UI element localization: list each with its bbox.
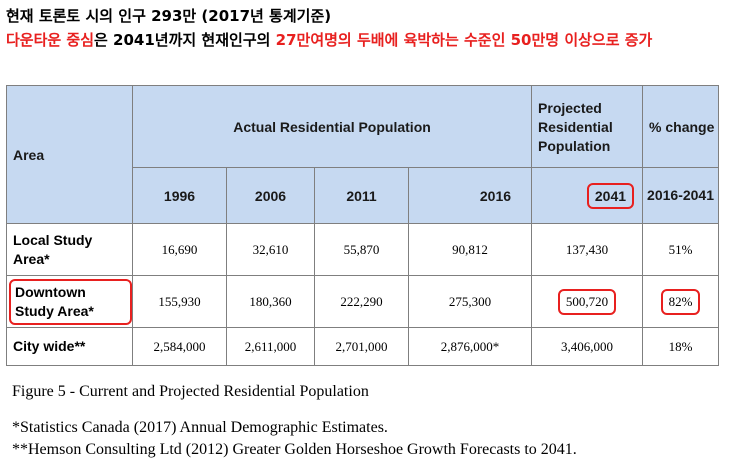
table-cell: 2,584,000 bbox=[132, 327, 227, 366]
area-header: Area bbox=[6, 85, 133, 224]
figure-caption: Figure 5 - Current and Projected Residen… bbox=[12, 383, 369, 400]
footnote-hemson-consulting: **Hemson Consulting Ltd (2012) Greater G… bbox=[12, 441, 577, 458]
row-label-downtown-study-area: Downtown Study Area* bbox=[6, 275, 133, 328]
table-cell-change-highlight: 82% bbox=[642, 275, 720, 328]
heading-highlight-downtown: 다운타운 중심 bbox=[6, 31, 95, 49]
change-period-header: 2016-2041 bbox=[642, 167, 720, 224]
table-row: Local Study Area* 16,690 32,610 55,870 9… bbox=[6, 223, 720, 276]
actual-population-header: Actual Residential Population bbox=[131, 85, 533, 168]
heading-korean-line1: 현재 토론토 시의 인구 293만 (2017년 통계기준) bbox=[6, 7, 332, 25]
population-table: Area Actual Residential Population Proje… bbox=[6, 85, 720, 366]
projected-year-highlight: 2041 bbox=[586, 182, 635, 209]
year-header-2006: 2006 bbox=[226, 167, 315, 224]
table-cell: 51% bbox=[642, 223, 720, 276]
downtown-projected-highlight: 500,720 bbox=[557, 288, 617, 315]
heading-text-middle: 은 2041년까지 현재인구의 bbox=[94, 31, 276, 49]
table-cell: 18% bbox=[642, 327, 720, 366]
row-label-city-wide: City wide** bbox=[6, 327, 133, 366]
table-cell: 155,930 bbox=[132, 275, 227, 328]
downtown-label-highlight: Downtown Study Area* bbox=[9, 278, 132, 325]
heading-highlight-growth: 27만여명의 두배에 육박하는 수준인 50만명 이상으로 증가 bbox=[275, 31, 653, 49]
percent-change-header: % change bbox=[642, 85, 720, 168]
table-cell: 3,406,000 bbox=[531, 327, 644, 366]
table-cell: 2,876,000* bbox=[407, 327, 533, 366]
projected-population-header: Projected Residential Population bbox=[531, 85, 644, 168]
table-cell: 55,870 bbox=[314, 223, 409, 276]
heading-korean-line2: 다운타운 중심은 2041년까지 현재인구의 27만여명의 두배에 육박하는 수… bbox=[6, 30, 652, 50]
table-cell: 16,690 bbox=[132, 223, 227, 276]
table-cell: 90,812 bbox=[407, 223, 533, 276]
table-cell: 222,290 bbox=[314, 275, 409, 328]
table-row: City wide** 2,584,000 2,611,000 2,701,00… bbox=[6, 327, 720, 366]
table-cell: 137,430 bbox=[531, 223, 644, 276]
table-cell: 2,701,000 bbox=[314, 327, 409, 366]
table-cell: 2,611,000 bbox=[226, 327, 315, 366]
table-cell: 180,360 bbox=[226, 275, 315, 328]
row-label-local-study-area: Local Study Area* bbox=[6, 223, 133, 276]
table-row: Downtown Study Area* 155,930 180,360 222… bbox=[6, 275, 720, 328]
downtown-change-highlight: 82% bbox=[660, 288, 701, 315]
projected-year-cell: 2041 bbox=[531, 167, 644, 224]
table-cell-projected-highlight: 500,720 bbox=[531, 275, 644, 328]
table-cell: 275,300 bbox=[407, 275, 533, 328]
year-header-2011: 2011 bbox=[314, 167, 409, 224]
footnote-statistics-canada: *Statistics Canada (2017) Annual Demogra… bbox=[12, 419, 388, 436]
year-header-1996: 1996 bbox=[132, 167, 227, 224]
table-cell: 32,610 bbox=[226, 223, 315, 276]
year-header-2016: 2016 bbox=[407, 167, 533, 224]
